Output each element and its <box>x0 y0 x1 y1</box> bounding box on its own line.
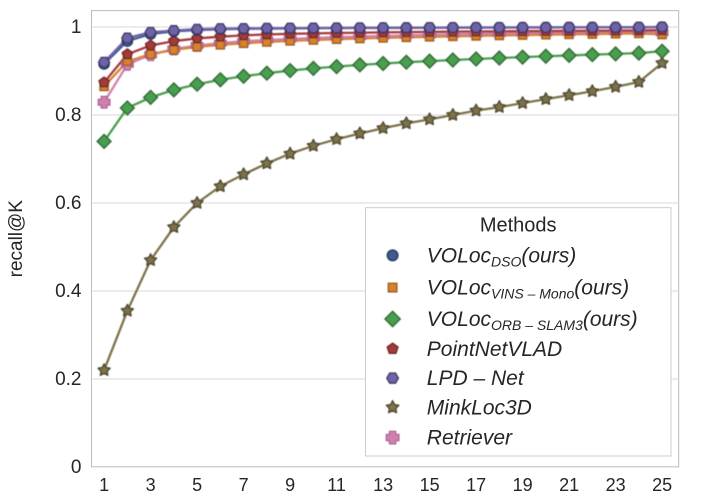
svg-text:17: 17 <box>466 475 486 493</box>
svg-text:0.6: 0.6 <box>55 193 81 214</box>
svg-text:21: 21 <box>559 475 579 493</box>
svg-text:0.8: 0.8 <box>55 105 81 126</box>
svg-text:9: 9 <box>285 475 295 493</box>
svg-text:0.4: 0.4 <box>55 281 82 302</box>
svg-text:LPD – Net: LPD – Net <box>427 367 525 390</box>
svg-text:0: 0 <box>71 457 82 478</box>
svg-text:PointNetVLAD: PointNetVLAD <box>427 338 562 361</box>
svg-text:Retriever: Retriever <box>427 427 513 450</box>
svg-text:11: 11 <box>327 475 346 493</box>
svg-text:1: 1 <box>99 475 109 493</box>
svg-text:7: 7 <box>239 475 249 493</box>
svg-text:recall@K: recall@K <box>6 200 27 278</box>
svg-text:3: 3 <box>146 475 156 493</box>
svg-text:0.2: 0.2 <box>55 369 81 390</box>
svg-text:1: 1 <box>71 17 82 38</box>
svg-text:MinkLoc3D: MinkLoc3D <box>427 396 532 419</box>
svg-text:13: 13 <box>373 475 393 493</box>
svg-text:23: 23 <box>606 475 626 493</box>
svg-text:19: 19 <box>513 475 533 493</box>
svg-text:25: 25 <box>652 475 672 493</box>
svg-text:5: 5 <box>192 475 202 493</box>
svg-text:15: 15 <box>420 475 440 493</box>
svg-text:Methods: Methods <box>480 215 557 237</box>
